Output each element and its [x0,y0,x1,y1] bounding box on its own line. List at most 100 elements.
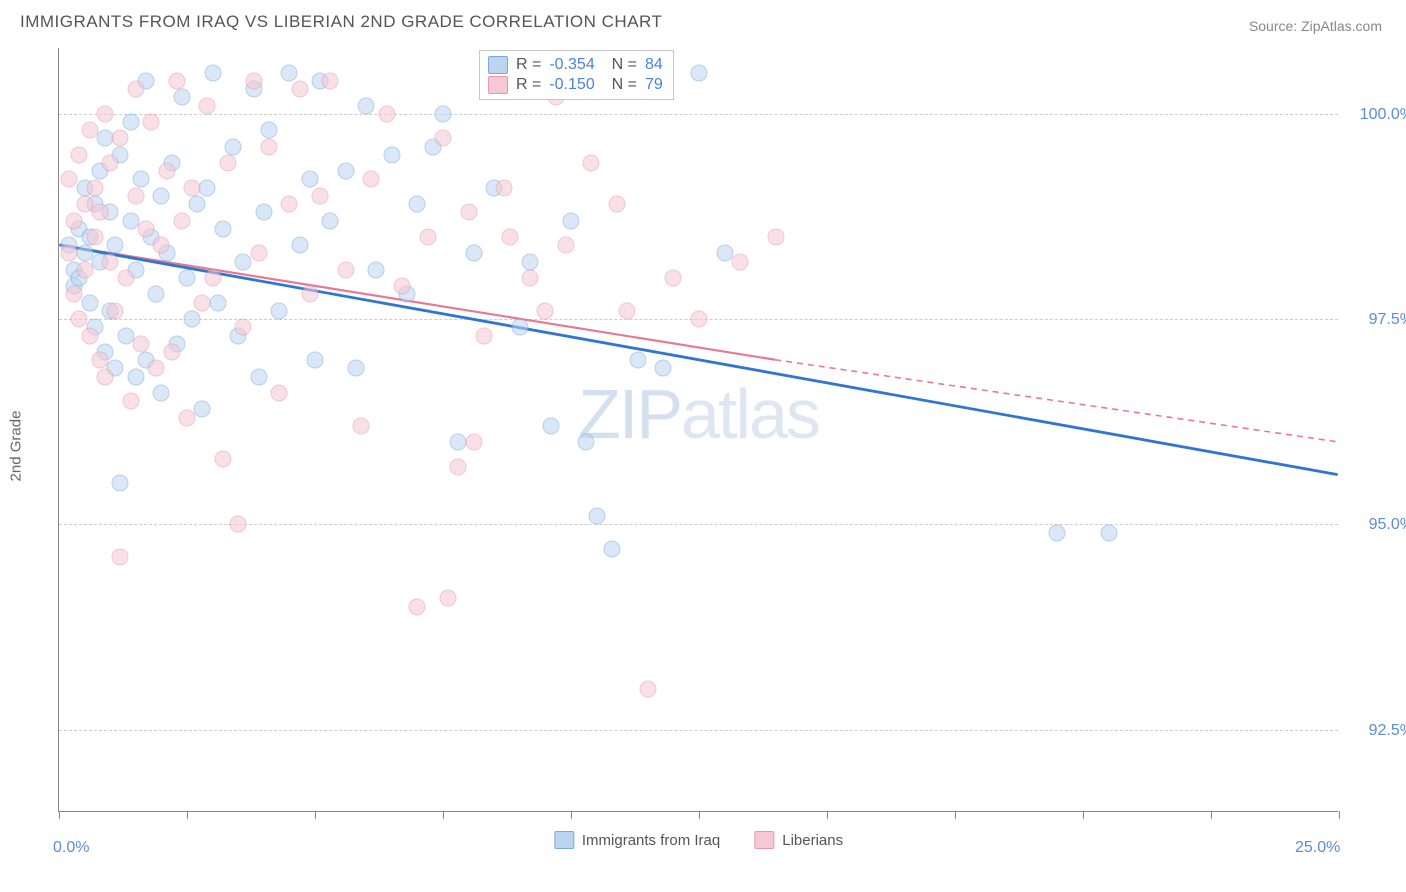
data-point-iraq [1100,524,1117,541]
legend-item-iraq: Immigrants from Iraq [554,831,720,849]
swatch-liberians [488,76,508,94]
data-point-liberians [71,146,88,163]
data-point-iraq [1049,524,1066,541]
data-point-liberians [138,220,155,237]
data-point-iraq [301,171,318,188]
data-point-liberians [537,302,554,319]
x-tick-mark [1339,811,1340,819]
data-point-liberians [76,261,93,278]
data-point-liberians [609,196,626,213]
data-point-liberians [435,130,452,147]
data-point-liberians [557,237,574,254]
data-point-liberians [194,294,211,311]
data-point-iraq [578,434,595,451]
data-point-liberians [639,680,656,697]
data-point-liberians [158,163,175,180]
data-point-liberians [81,327,98,344]
data-point-iraq [189,196,206,213]
data-point-liberians [76,196,93,213]
data-point-iraq [588,508,605,525]
data-point-liberians [665,270,682,287]
data-point-liberians [322,72,339,89]
data-point-liberians [353,417,370,434]
series-legend: Immigrants from Iraq Liberians [554,831,843,849]
data-point-liberians [81,122,98,139]
data-point-liberians [312,187,329,204]
data-point-liberians [132,335,149,352]
data-point-iraq [563,212,580,229]
data-point-iraq [522,253,539,270]
data-point-liberians [153,237,170,254]
data-point-liberians [378,105,395,122]
data-point-iraq [655,360,672,377]
data-point-liberians [117,270,134,287]
x-tick-mark [571,811,572,819]
swatch-iraq [488,56,508,74]
data-point-iraq [542,417,559,434]
x-tick-mark [1211,811,1212,819]
data-point-liberians [394,278,411,295]
x-tick-mark [59,811,60,819]
data-point-liberians [583,155,600,172]
data-point-iraq [117,327,134,344]
x-tick-mark [1083,811,1084,819]
y-tick-label: 92.5% [1369,722,1406,740]
data-point-iraq [122,113,139,130]
data-point-liberians [450,458,467,475]
y-axis-label: 2nd Grade [8,411,25,482]
x-tick-mark [955,811,956,819]
data-point-iraq [107,237,124,254]
data-point-iraq [153,385,170,402]
data-point-liberians [409,598,426,615]
data-point-liberians [66,286,83,303]
y-tick-label: 97.5% [1369,311,1406,329]
data-point-iraq [194,401,211,418]
data-point-iraq [347,360,364,377]
data-point-liberians [475,327,492,344]
data-point-liberians [522,270,539,287]
data-point-liberians [204,270,221,287]
data-point-liberians [250,245,267,262]
correlation-legend: R = -0.354 N = 84 R = -0.150 N = 79 [479,50,674,100]
x-tick-mark [699,811,700,819]
data-point-iraq [179,270,196,287]
data-point-liberians [465,434,482,451]
data-point-liberians [86,179,103,196]
data-point-iraq [260,122,277,139]
data-point-iraq [271,302,288,319]
data-point-liberians [122,393,139,410]
data-point-iraq [153,187,170,204]
data-point-liberians [86,228,103,245]
data-point-liberians [168,72,185,89]
data-point-liberians [148,360,165,377]
data-point-liberians [271,385,288,402]
data-point-liberians [230,516,247,533]
data-point-iraq [511,319,528,336]
x-tick-mark [315,811,316,819]
data-point-iraq [603,541,620,558]
data-point-iraq [435,105,452,122]
legend-row-liberians: R = -0.150 N = 79 [488,75,663,95]
data-point-liberians [235,319,252,336]
grid-line: 92.5% [59,730,1338,731]
data-point-liberians [219,155,236,172]
data-point-iraq [322,212,339,229]
data-point-liberians [731,253,748,270]
data-point-liberians [66,212,83,229]
data-point-liberians [199,97,216,114]
data-point-iraq [173,89,190,106]
data-point-iraq [409,196,426,213]
data-point-iraq [148,286,165,303]
x-tick-mark [187,811,188,819]
data-point-liberians [173,212,190,229]
data-point-iraq [716,245,733,262]
data-point-liberians [143,113,160,130]
data-point-liberians [496,179,513,196]
data-point-iraq [235,253,252,270]
data-point-liberians [127,187,144,204]
data-point-liberians [127,81,144,98]
data-point-liberians [281,196,298,213]
data-point-liberians [245,72,262,89]
swatch-liberians-bottom [754,831,774,849]
data-point-iraq [204,64,221,81]
